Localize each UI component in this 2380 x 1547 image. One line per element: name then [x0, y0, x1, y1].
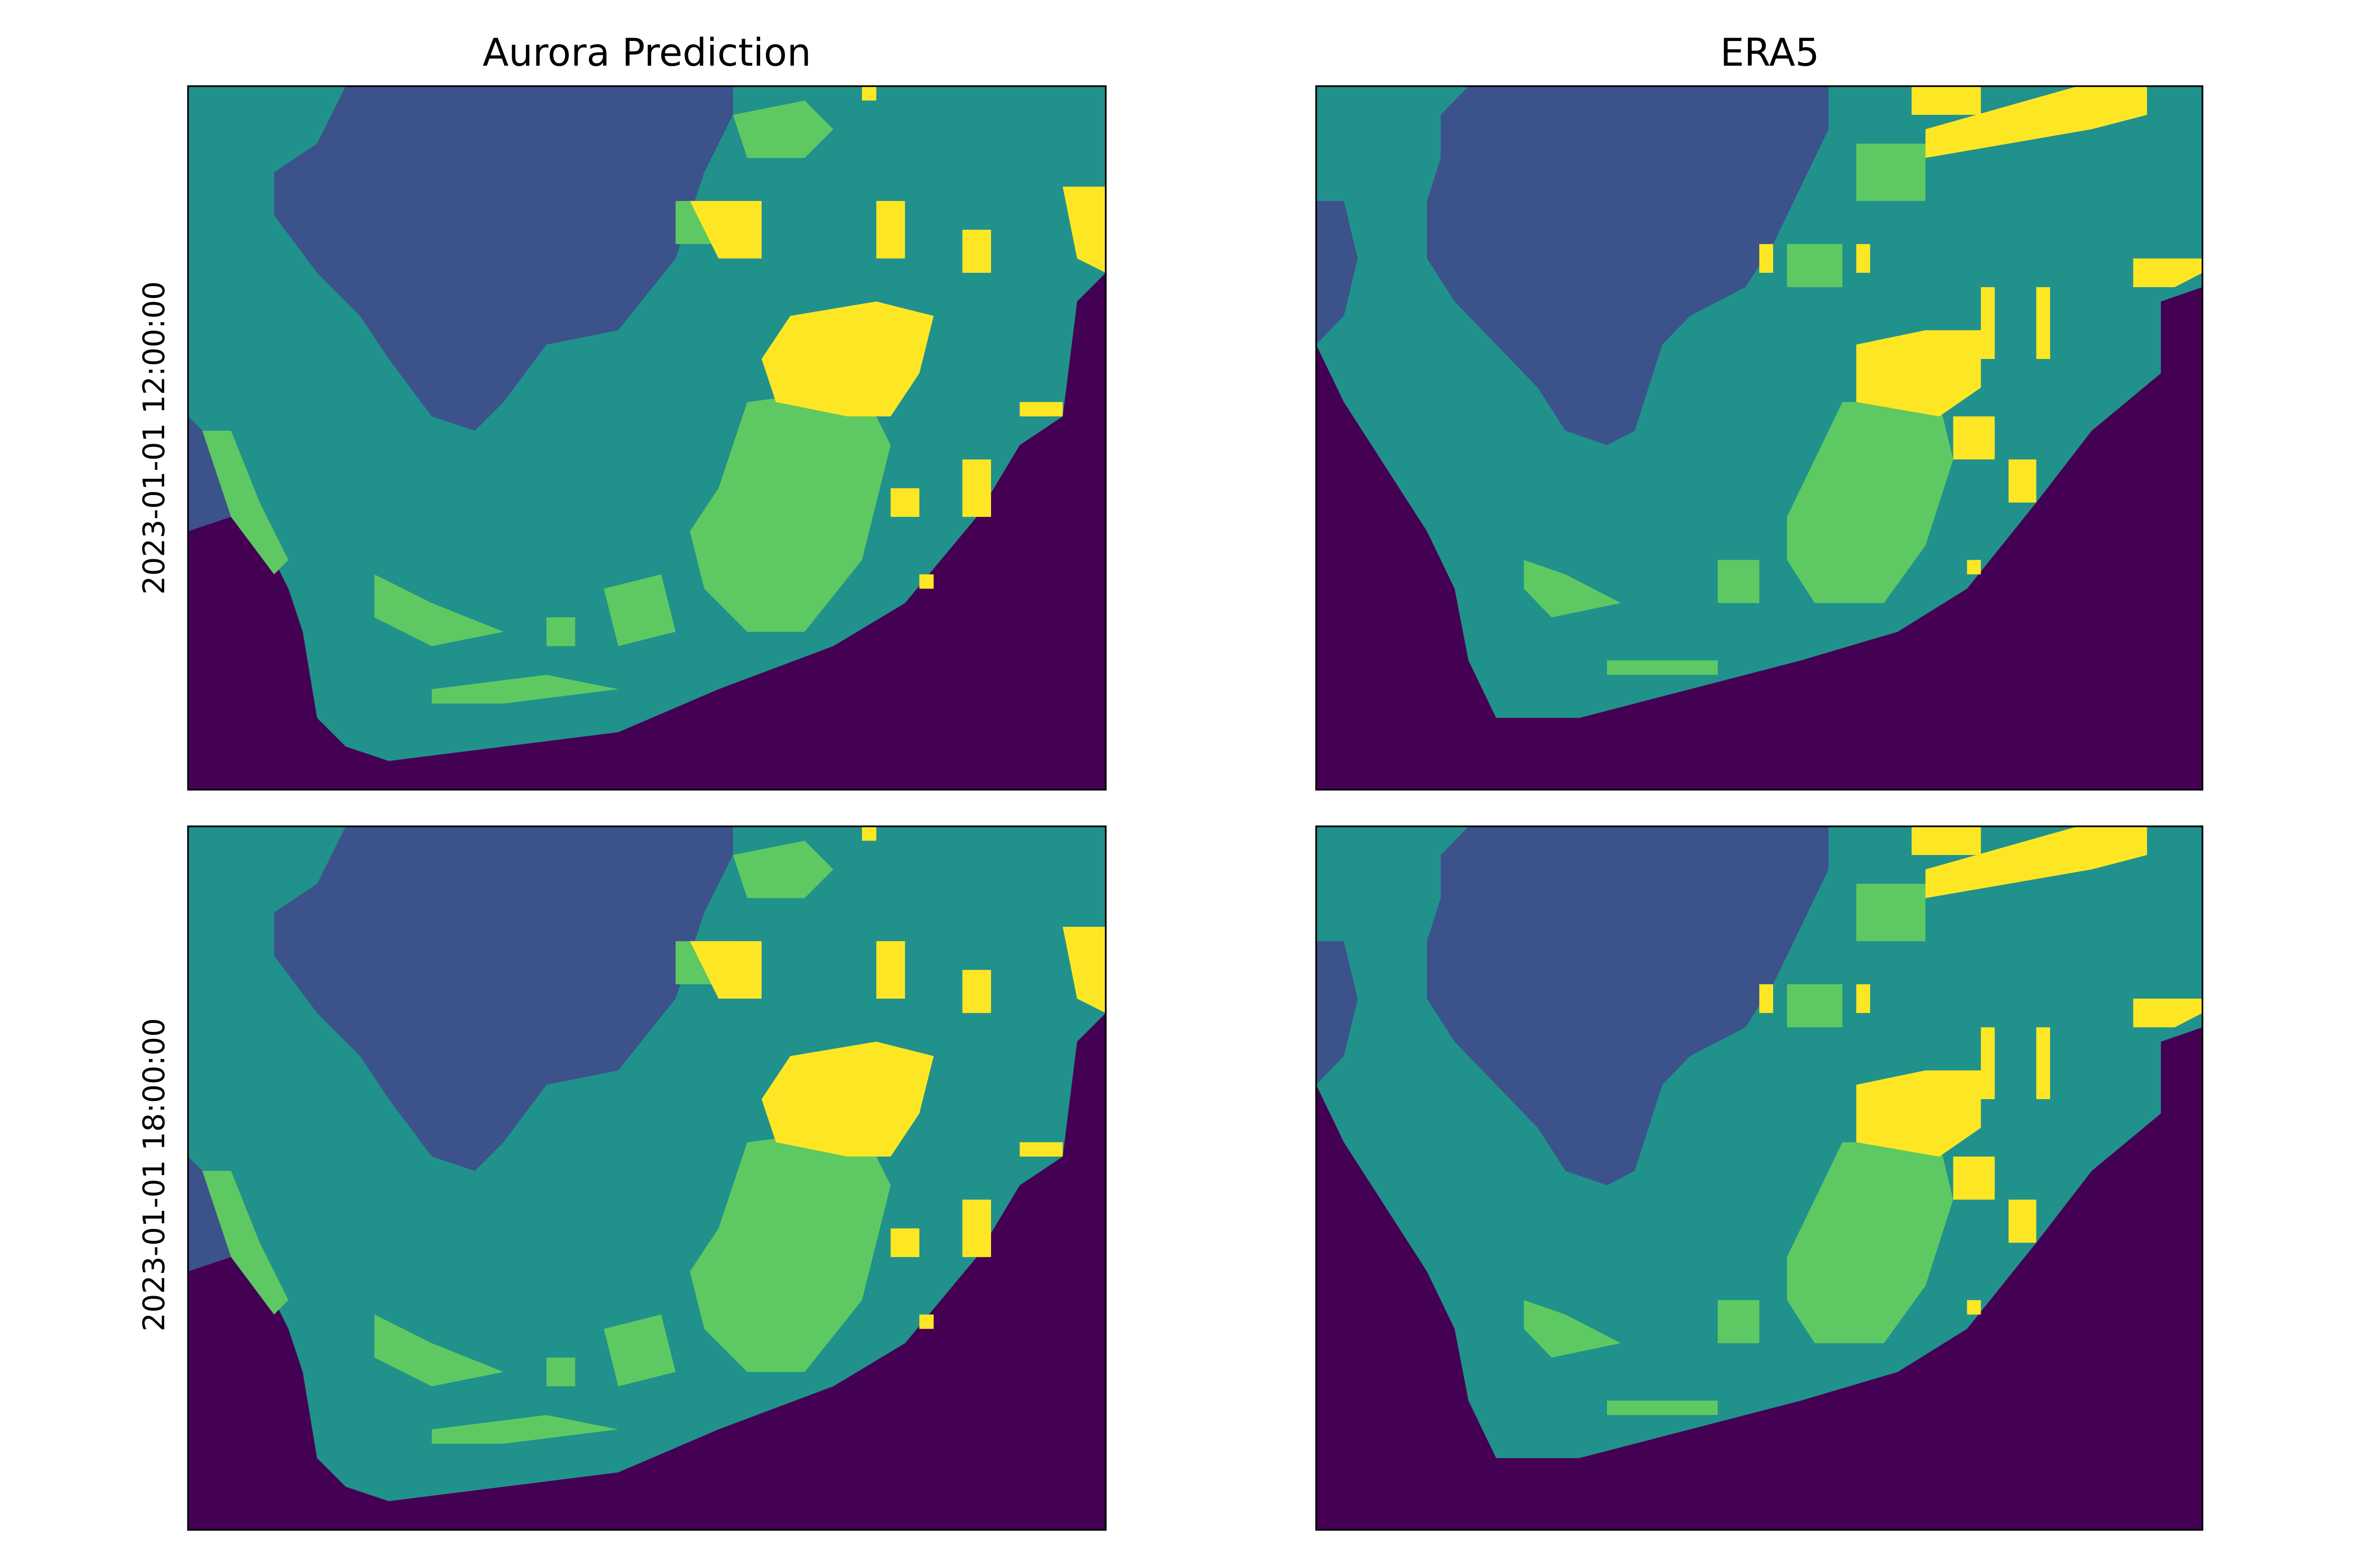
region-class-4-9: [1856, 330, 1981, 416]
region-class-4-11: [762, 1041, 934, 1157]
map-panel-era5-1800: [1315, 825, 2203, 1531]
region-class-1-2: [188, 1156, 231, 1272]
region-class-1-1: [274, 86, 733, 431]
region-class-4-13: [876, 941, 905, 999]
region-class-1-2: [1316, 201, 1358, 345]
region-class-3-6: [1524, 1300, 1621, 1358]
region-class-3-5: [1787, 244, 1843, 288]
region-class-3-7: [1717, 560, 1759, 603]
region-class-4-10: [1912, 826, 1981, 855]
region-class-4-13: [1981, 1027, 1995, 1100]
region-class-3-5: [1787, 984, 1843, 1028]
region-class-4-20: [919, 1314, 934, 1329]
region-class-4-19: [1967, 560, 1981, 575]
region-class-4-16: [2008, 459, 2036, 503]
region-class-1-1: [274, 826, 733, 1171]
region-class-3-4: [733, 841, 833, 898]
region-class-3-4: [1856, 883, 1926, 942]
region-class-3-3: [690, 387, 891, 632]
map-panel-aurora-1200: [187, 85, 1107, 791]
column-title-era5: ERA5: [1720, 30, 1820, 75]
region-class-4-11: [1925, 826, 2147, 898]
region-class-3-3: [1787, 402, 1954, 603]
region-class-1-1: [1427, 826, 1829, 1186]
region-class-4-11: [762, 301, 934, 416]
region-class-4-16: [1020, 1142, 1063, 1157]
region-class-3-3: [690, 1128, 891, 1372]
region-class-3-4: [733, 100, 833, 158]
region-class-4-15: [1062, 927, 1106, 1013]
region-class-4-13: [876, 201, 905, 258]
row-label-1200: 2023-01-01 12:00:00: [137, 281, 171, 595]
map-panel-aurora-1800: [187, 825, 1107, 1531]
region-class-4-16: [2008, 1200, 2036, 1243]
region-class-4-19: [1967, 1300, 1981, 1315]
region-class-3-8: [432, 674, 618, 704]
region-class-4-18: [891, 1228, 920, 1257]
region-class-4-12: [690, 201, 762, 258]
region-class-3-9: [546, 617, 575, 646]
region-class-3-8: [1607, 660, 1718, 675]
region-class-4-9: [1856, 1070, 1981, 1157]
region-class-4-14: [2036, 1027, 2050, 1100]
column-title-aurora: Aurora Prediction: [483, 30, 811, 75]
region-class-1-1: [1427, 86, 1829, 446]
region-class-4-18: [891, 488, 920, 517]
region-class-3-7: [604, 574, 676, 646]
region-class-3-7: [1717, 1300, 1759, 1343]
region-class-4-15: [1953, 416, 1995, 460]
region-class-4-15: [1953, 1156, 1995, 1200]
panel-frame: [1315, 85, 2203, 791]
panel-frame: [1315, 825, 2203, 1531]
region-class-4-10: [1912, 86, 1981, 115]
region-class-3-10: [202, 1170, 288, 1315]
region-class-4-17: [1759, 984, 1774, 1013]
region-class-3-3: [1787, 1142, 1954, 1343]
region-class-4-12: [2133, 258, 2202, 288]
region-class-3-6: [374, 1314, 504, 1387]
region-class-1-2: [1316, 941, 1358, 1085]
region-class-3-4: [1856, 143, 1926, 201]
panel-frame: [187, 825, 1107, 1531]
region-class-4-13: [1981, 287, 1995, 359]
region-class-4-18: [1856, 984, 1870, 1013]
region-class-4-16: [1020, 402, 1063, 416]
region-class-4-17: [962, 1200, 991, 1257]
map-panel-era5-1200: [1315, 85, 2203, 791]
region-class-4-14: [962, 970, 991, 1013]
region-class-4-12: [2133, 999, 2202, 1028]
region-class-4-12: [690, 941, 762, 999]
map-panels: [187, 85, 2203, 1531]
region-class-4-14: [2036, 287, 2050, 359]
row-label-1800: 2023-01-01 18:00:00: [137, 1018, 171, 1331]
region-class-4-19: [862, 86, 876, 101]
region-class-3-7: [604, 1314, 676, 1387]
region-class-3-8: [1607, 1400, 1718, 1415]
region-class-3-8: [432, 1415, 618, 1444]
region-class-4-11: [1925, 86, 2147, 158]
region-class-4-14: [962, 229, 991, 273]
region-class-4-17: [962, 459, 991, 517]
region-class-4-19: [862, 826, 876, 841]
panel-frame: [187, 85, 1107, 791]
region-class-4-17: [1759, 244, 1774, 273]
region-class-4-15: [1062, 187, 1106, 273]
region-class-3-9: [546, 1358, 575, 1387]
region-class-3-10: [202, 430, 288, 575]
region-class-3-6: [374, 574, 504, 646]
region-class-4-18: [1856, 244, 1870, 273]
region-class-3-6: [1524, 560, 1621, 617]
region-class-4-20: [919, 574, 934, 589]
region-class-1-2: [188, 416, 231, 532]
